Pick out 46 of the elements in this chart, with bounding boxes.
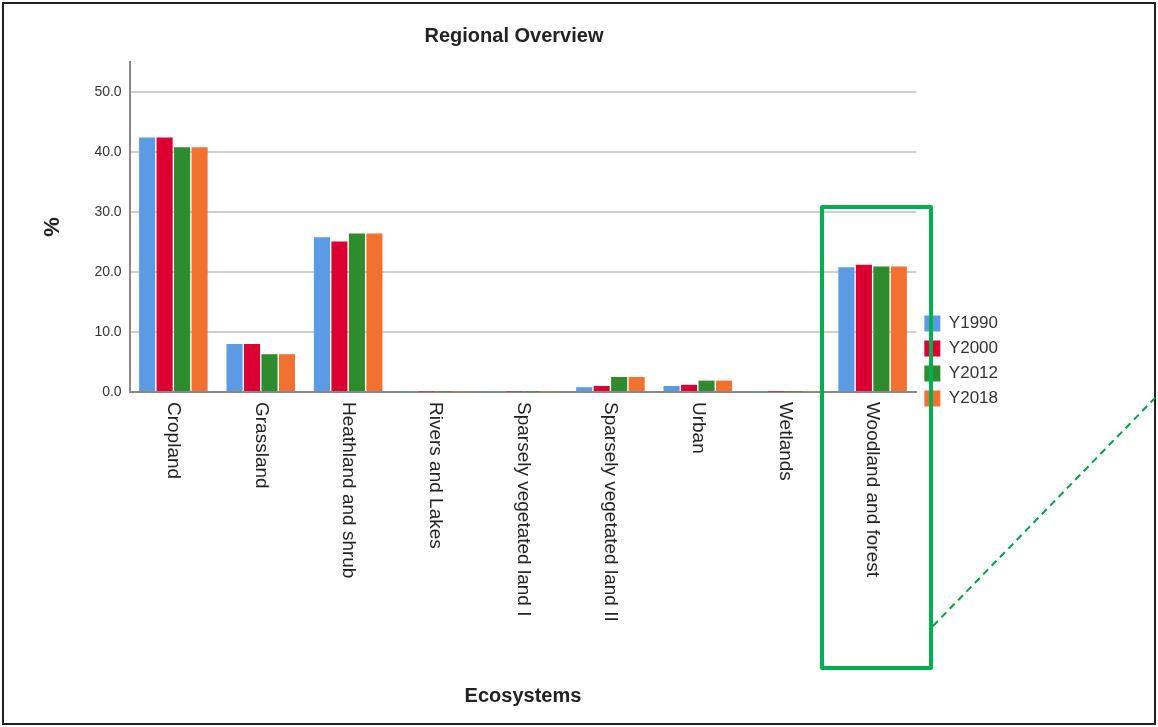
bar: [593, 386, 610, 391]
bar: [576, 387, 593, 391]
bar: [348, 233, 365, 391]
y-tick-label: 50.0: [94, 82, 122, 99]
y-tick-label: 10.0: [94, 322, 122, 339]
bar: [331, 241, 348, 391]
x-tick-label: Cropland: [164, 402, 186, 480]
bar: [243, 344, 261, 391]
bar: [156, 137, 173, 391]
x-tick-label: Rivers and Lakes: [426, 402, 448, 549]
bar: [174, 147, 191, 391]
bar: [226, 344, 243, 391]
x-tick-label: Grassland: [251, 402, 273, 489]
x-tick-label: Urban: [688, 402, 710, 454]
x-axis-title: Ecosystems: [464, 683, 582, 706]
chart-title: Regional Overview: [424, 23, 604, 46]
bar: [191, 147, 208, 391]
x-tick-label: Sparsely vegetated land I: [513, 402, 535, 617]
y-tick-label: 30.0: [94, 202, 122, 219]
x-tick-label: Heathland and shrub: [338, 402, 360, 579]
bar: [855, 264, 872, 391]
bar: [278, 354, 296, 391]
bar: [663, 386, 680, 391]
bar: [139, 137, 156, 391]
bar: [890, 266, 907, 391]
y-tick-label: 40.0: [94, 142, 122, 159]
legend-label: Y2012: [948, 363, 999, 383]
y-axis-title: %: [39, 217, 65, 237]
y-tick-label: 20.0: [94, 262, 122, 279]
bar: [681, 384, 698, 391]
bar: [313, 237, 330, 391]
legend-label: Y2018: [948, 388, 999, 408]
bar: [873, 266, 890, 391]
bar: [838, 267, 855, 391]
bar: [698, 380, 715, 391]
bar: [611, 377, 628, 391]
legend-label: Y2000: [948, 338, 999, 358]
x-tick-label: Wetlands: [775, 402, 797, 481]
x-tick-label: Woodland and forest: [863, 402, 885, 578]
x-tick-label: Sparsely vegetated land II: [601, 402, 623, 622]
bar: [261, 354, 278, 391]
bar: [716, 380, 733, 391]
bar: [366, 233, 383, 391]
bar: [628, 377, 645, 391]
y-tick-label: 0.0: [102, 382, 122, 399]
legend-label: Y1990: [948, 313, 999, 333]
